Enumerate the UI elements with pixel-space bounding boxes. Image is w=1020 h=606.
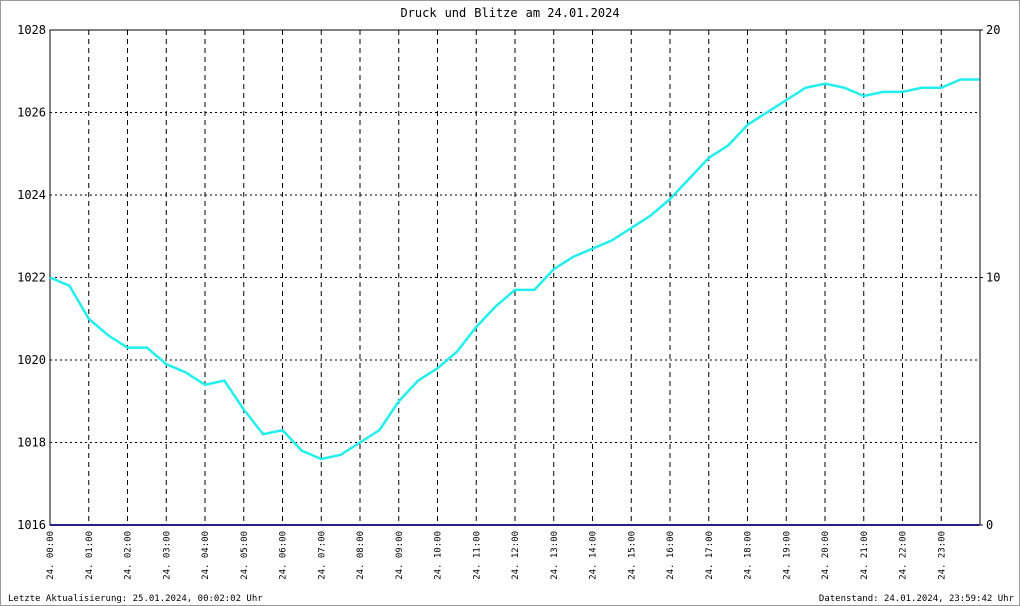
footer-left: Letzte Aktualisierung: 25.01.2024, 00:02…: [8, 594, 263, 604]
y2-tick-label: 0: [986, 518, 993, 532]
x-tick-label: 24. 04:00: [201, 531, 211, 580]
y-tick-label: 1020: [17, 353, 46, 367]
y2-tick-label: 10: [986, 271, 1000, 285]
x-tick-label: 24. 11:00: [472, 531, 482, 580]
x-tick-label: 24. 09:00: [395, 531, 405, 580]
x-tick-label: 24. 13:00: [550, 531, 560, 580]
x-tick-label: 24. 10:00: [434, 531, 444, 580]
x-tick-label: 24. 22:00: [899, 531, 909, 580]
x-tick-label: 24. 05:00: [240, 531, 250, 580]
y-tick-label: 1016: [17, 518, 46, 532]
x-tick-label: 24. 20:00: [821, 531, 831, 580]
title-suffix: am 24.01.2024: [526, 6, 620, 20]
x-tick-label: 24. 01:00: [85, 531, 95, 580]
series-line: [49, 78, 980, 461]
x-tick-label: 24. 06:00: [279, 531, 289, 580]
y-tick-label: 1024: [17, 188, 46, 202]
title-connector: und: [445, 6, 467, 20]
y-tick-label: 1018: [17, 436, 46, 450]
y2-tick-label: 20: [986, 23, 1000, 37]
title-series-2: Blitze: [474, 6, 517, 20]
x-tick-label: 24. 00:00: [46, 531, 56, 580]
x-tick-label: 24. 17:00: [705, 531, 715, 580]
x-tick-label: 24. 21:00: [860, 531, 870, 580]
x-tick-label: 24. 14:00: [589, 531, 599, 580]
title-series-1: Druck: [400, 6, 437, 20]
x-tick-label: 24. 19:00: [782, 531, 792, 580]
y-tick-label: 1022: [17, 271, 46, 285]
x-tick-label: 24. 16:00: [666, 531, 676, 580]
x-tick-label: 24. 12:00: [511, 531, 521, 580]
x-tick-label: 24. 08:00: [356, 531, 366, 580]
x-tick-label: 24. 23:00: [937, 531, 947, 580]
y-tick-label: 1026: [17, 106, 46, 120]
x-tick-label: 24. 15:00: [627, 531, 637, 580]
y-tick-label: 1028: [17, 23, 46, 37]
x-tick-label: 24. 02:00: [124, 531, 134, 580]
x-tick-label: 24. 18:00: [744, 531, 754, 580]
x-tick-label: 24. 03:00: [162, 531, 172, 580]
footer-right: Datenstand: 24.01.2024, 23:59:42 Uhr: [819, 594, 1015, 604]
x-tick-label: 24. 07:00: [317, 531, 327, 580]
